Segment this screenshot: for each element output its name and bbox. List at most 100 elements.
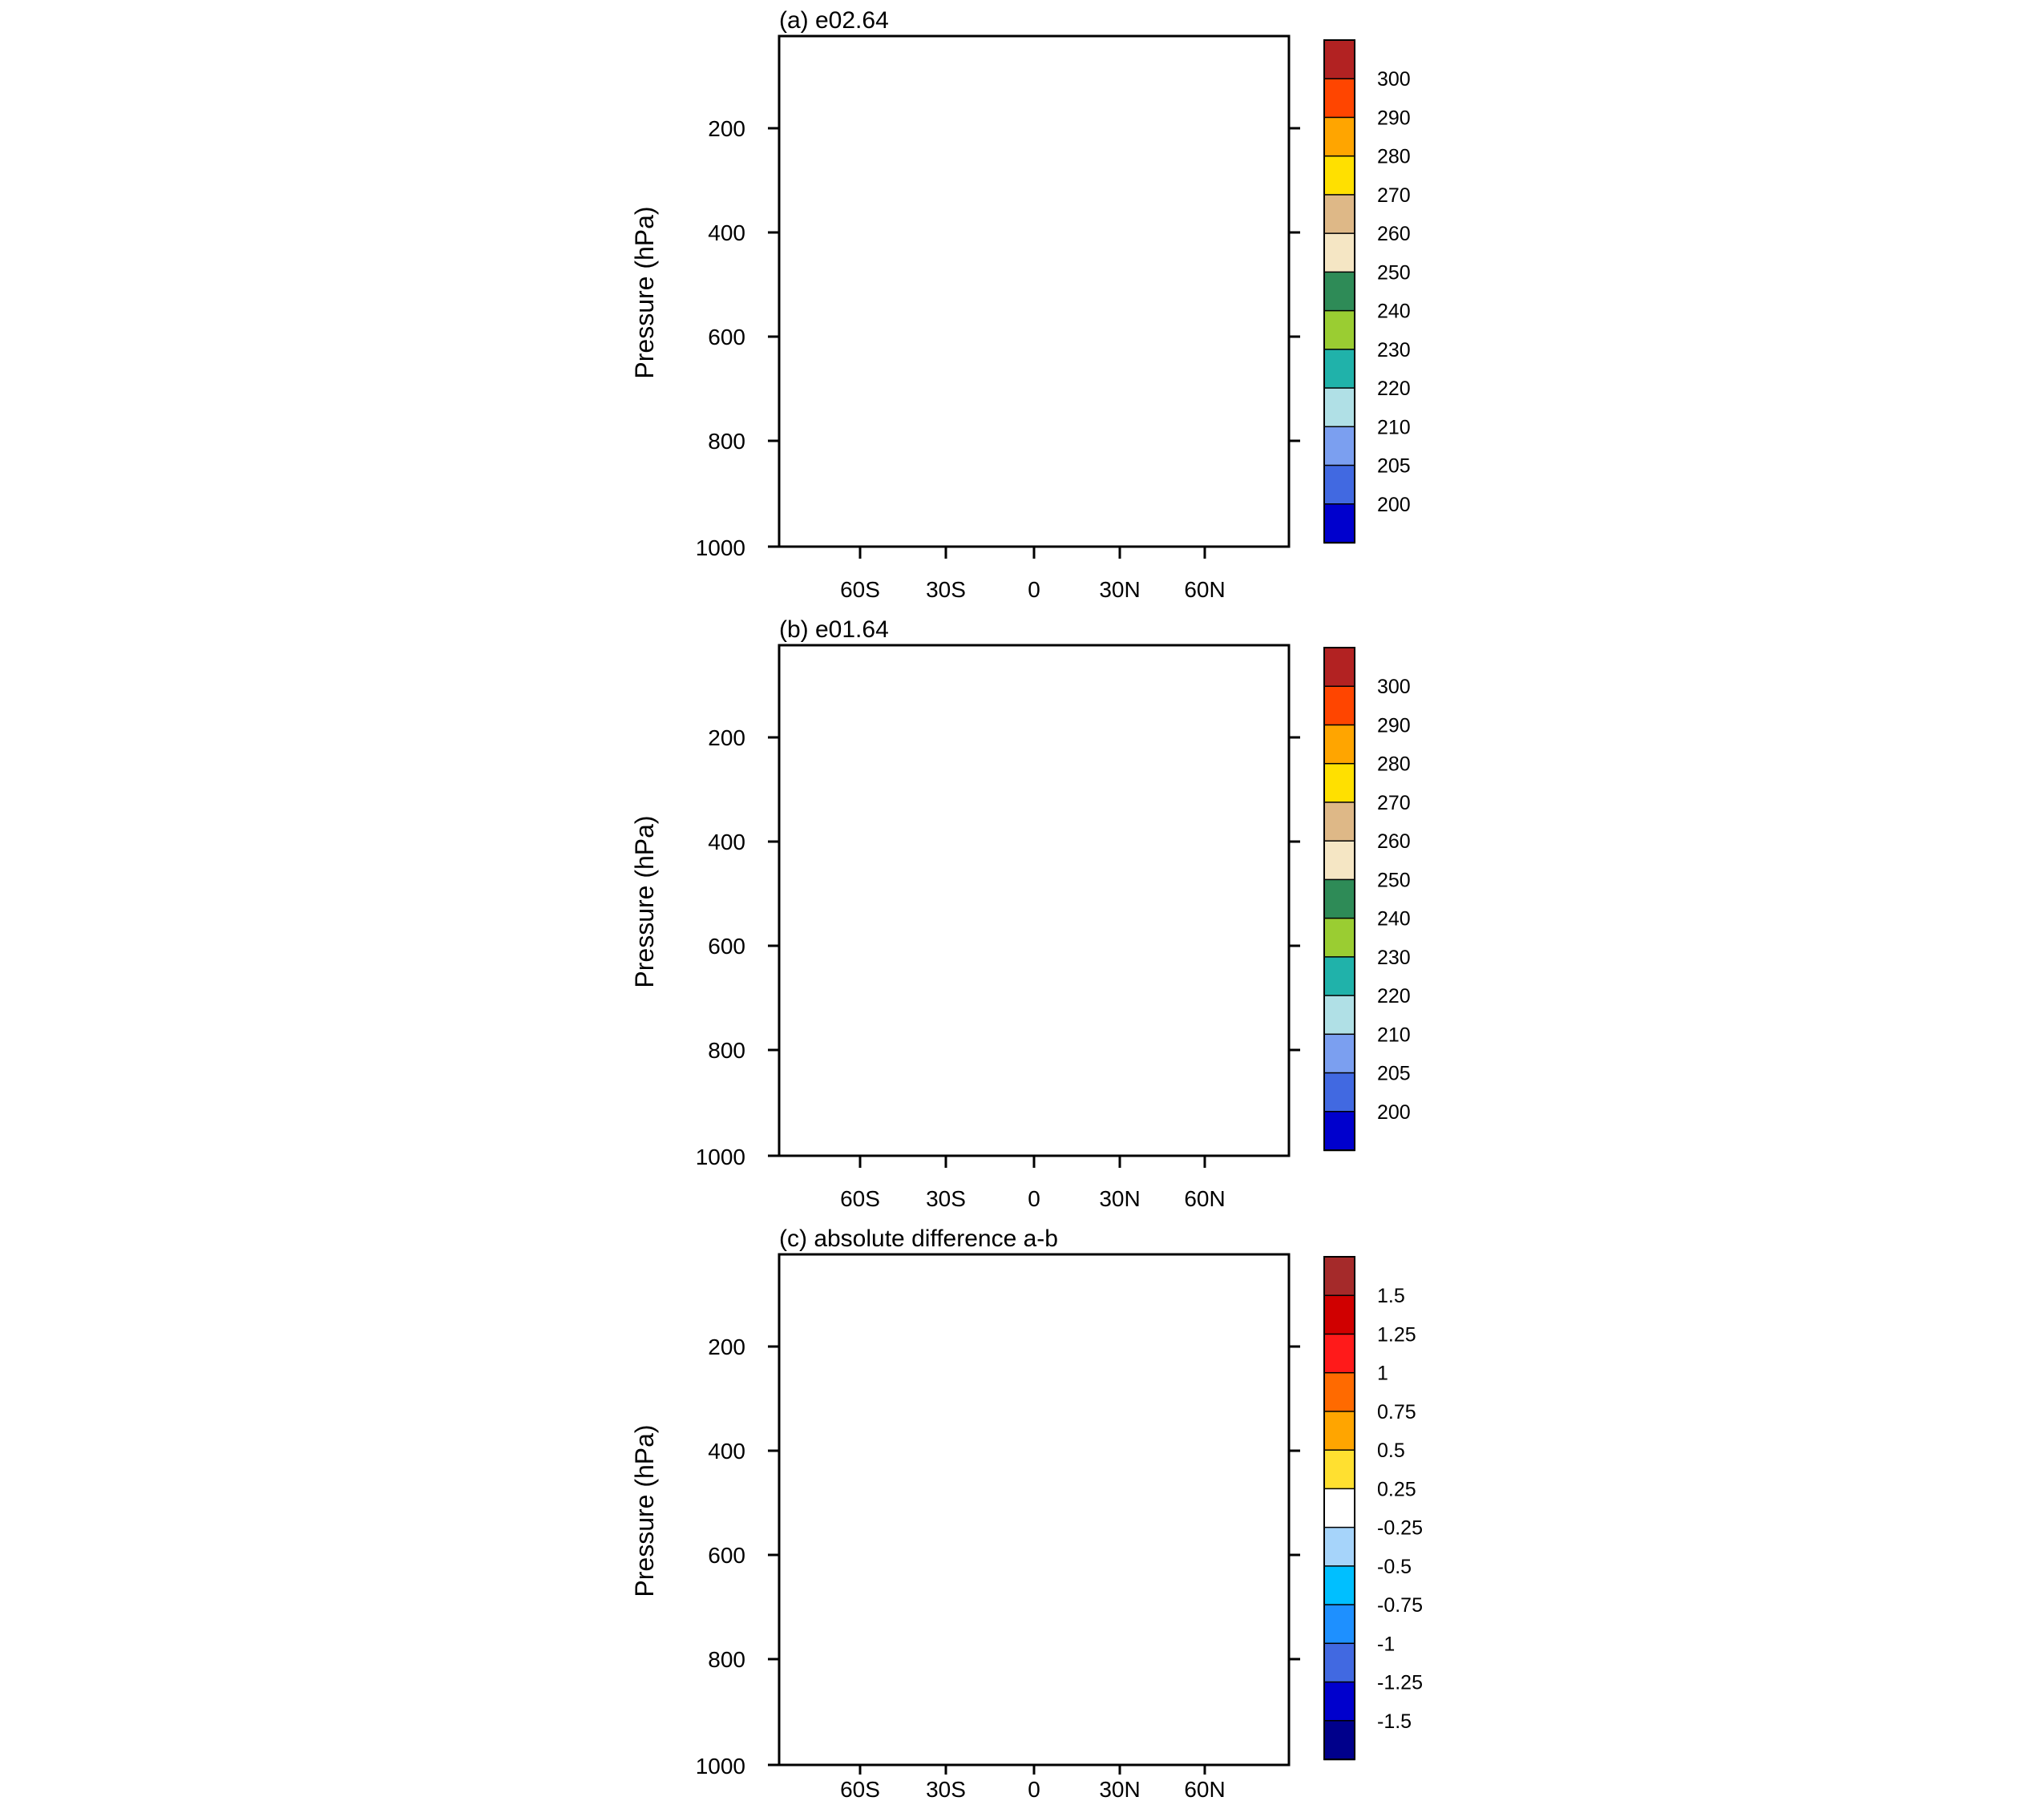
colorbar-label: 270 xyxy=(1377,792,1411,814)
contour-0.5 xyxy=(779,1310,1289,1455)
panel-c-contours xyxy=(779,1254,1289,1765)
ytick-label: 800 xyxy=(708,1647,745,1672)
panel-c-xtick-marks xyxy=(858,1765,1206,1775)
colorbar-label: -1 xyxy=(1377,1633,1395,1655)
contour-neg-0.5 xyxy=(922,1277,1146,1299)
colorbar-label: 300 xyxy=(1377,676,1411,698)
colorbar-label: 200 xyxy=(1377,1101,1411,1124)
ytick-label: 600 xyxy=(708,325,745,349)
contour-240 xyxy=(779,172,1289,547)
colorbar-swatch xyxy=(1323,1411,1355,1452)
colorbar-label: 240 xyxy=(1377,908,1411,931)
contour-220-northpole xyxy=(1188,669,1289,741)
colorbar-swatch xyxy=(1323,995,1355,1036)
panel-c-title: (c) absolute difference a-b xyxy=(779,1226,1058,1252)
xtick-label: 60S xyxy=(840,577,880,602)
colorbar-swatch xyxy=(1323,1256,1355,1297)
contour-zero xyxy=(779,1254,1289,1765)
colorbar-swatch xyxy=(1323,309,1355,351)
colorbar-label: 0.75 xyxy=(1377,1401,1416,1423)
xtick-label: 30S xyxy=(926,577,966,602)
colorbar-swatch xyxy=(1323,155,1355,196)
ytick-label: 200 xyxy=(708,1335,745,1359)
panel-a: (a) e02.64 200 400 600 800 1000 xyxy=(630,7,1411,602)
ytick-label: 600 xyxy=(708,1543,745,1568)
colorbar-label: -0.75 xyxy=(1377,1594,1423,1617)
contour-260 xyxy=(827,846,1244,1156)
colorbar-label: 280 xyxy=(1377,753,1411,776)
contour-250 xyxy=(787,196,1289,547)
colorbar-swatch xyxy=(1323,1033,1355,1074)
colorbar-label: 0.5 xyxy=(1377,1440,1405,1462)
panel-a-colorbar: 300 290 280 270 260 250 240 230 220 210 205 200 xyxy=(1323,39,1411,544)
contour-205 xyxy=(938,659,1130,720)
panel-a-xaxis: 60S 30S 0 30N 60N xyxy=(840,577,1226,602)
contour-neg-0.25 xyxy=(874,1273,1194,1308)
panel-b-ylabel: Pressure (hPa) xyxy=(630,815,659,987)
panel-c-xaxis: 60S 30S 0 30N 60N xyxy=(840,1777,1226,1802)
xtick-label: 60N xyxy=(1184,1777,1225,1802)
colorbar-swatch xyxy=(1323,1488,1355,1528)
panel-a-frame xyxy=(778,34,1291,548)
panel-c: (c) absolute difference a-b 200 400 600 … xyxy=(630,1226,1423,1802)
xtick-label: 30N xyxy=(1099,577,1140,602)
colorbar-label: -0.25 xyxy=(1377,1517,1423,1540)
colorbar-frame xyxy=(1323,39,1355,543)
panel-b-colorbar: 300 290 280 270 260 250 240 230 220 210 205 200 xyxy=(1323,647,1411,1152)
colorbar-swatch xyxy=(1323,1565,1355,1606)
contour-200 xyxy=(954,667,1114,712)
contour-260 xyxy=(827,236,1244,547)
colorbar-frame xyxy=(1323,1256,1355,1760)
ytick-label: 600 xyxy=(708,934,745,959)
colorbar-swatch xyxy=(1323,1111,1355,1152)
colorbar-label: 260 xyxy=(1377,223,1411,245)
colorbar-swatch xyxy=(1323,464,1355,506)
contour-min xyxy=(963,60,1108,96)
panel-b-xaxis: 60S 30S 0 30N 60N xyxy=(840,1186,1226,1211)
colorbar-label: 0.25 xyxy=(1377,1478,1416,1500)
colorbar-label: 1.25 xyxy=(1377,1323,1416,1346)
ytick-label: 400 xyxy=(708,1439,745,1464)
contour-220 xyxy=(779,128,1289,547)
colorbar-swatch xyxy=(1323,232,1355,273)
colorbar-swatch xyxy=(1323,724,1355,765)
xtick-label: 60N xyxy=(1184,577,1225,602)
colorbar-swatch xyxy=(1323,1333,1355,1374)
panel-c-ytick-marks xyxy=(768,1345,1300,1767)
colorbar-swatch xyxy=(1323,647,1355,688)
ytick-label: 800 xyxy=(708,1038,745,1063)
panel-a-ylabel: Pressure (hPa) xyxy=(630,206,659,378)
colorbar-swatch xyxy=(1323,349,1355,390)
colorbar-label: 220 xyxy=(1377,985,1411,1007)
ytick-label: 1000 xyxy=(696,535,745,560)
panel-c-yaxis: 200 400 600 800 1000 xyxy=(696,1335,745,1779)
panel-b-xtick-marks xyxy=(858,1156,1206,1168)
colorbar-swatch xyxy=(1323,802,1355,842)
ytick-label: 200 xyxy=(708,725,745,750)
terrain xyxy=(779,982,874,1156)
panel-b-contours xyxy=(779,645,1289,1156)
colorbar-label: 1 xyxy=(1377,1363,1388,1385)
colorbar-label: 205 xyxy=(1377,455,1411,478)
contour-290 xyxy=(947,453,1124,547)
panel-c-frame xyxy=(778,1253,1291,1767)
terrain xyxy=(779,1639,874,1765)
colorbar-label: -1.5 xyxy=(1377,1710,1412,1733)
contour-280 xyxy=(907,974,1156,1156)
colorbar-label: 290 xyxy=(1377,714,1411,737)
xtick-label: 30N xyxy=(1099,1186,1140,1211)
colorbar-swatch xyxy=(1323,1642,1355,1683)
colorbar-swatch xyxy=(1323,426,1355,466)
colorbar-swatch xyxy=(1323,78,1355,119)
xtick-label: 30N xyxy=(1099,1777,1140,1802)
colorbar-label: 250 xyxy=(1377,869,1411,891)
contour-0.25 xyxy=(779,1309,1289,1607)
contour-205 xyxy=(938,50,1130,111)
contour-210 xyxy=(779,36,1289,547)
colorbar-label: 300 xyxy=(1377,68,1411,91)
colorbar-swatch xyxy=(1323,1526,1355,1568)
colorbar-swatch xyxy=(1323,387,1355,428)
xtick-label: 0 xyxy=(1028,1186,1040,1211)
panel-c-colorbar: 1.5 1.25 1 0.75 0.5 0.25 -0.25 -0.5 -0.75 -1 -1.25… xyxy=(1323,1256,1423,1761)
colorbar-swatch xyxy=(1323,917,1355,959)
